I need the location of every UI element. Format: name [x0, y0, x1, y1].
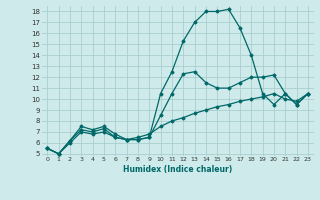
- X-axis label: Humidex (Indice chaleur): Humidex (Indice chaleur): [123, 165, 232, 174]
